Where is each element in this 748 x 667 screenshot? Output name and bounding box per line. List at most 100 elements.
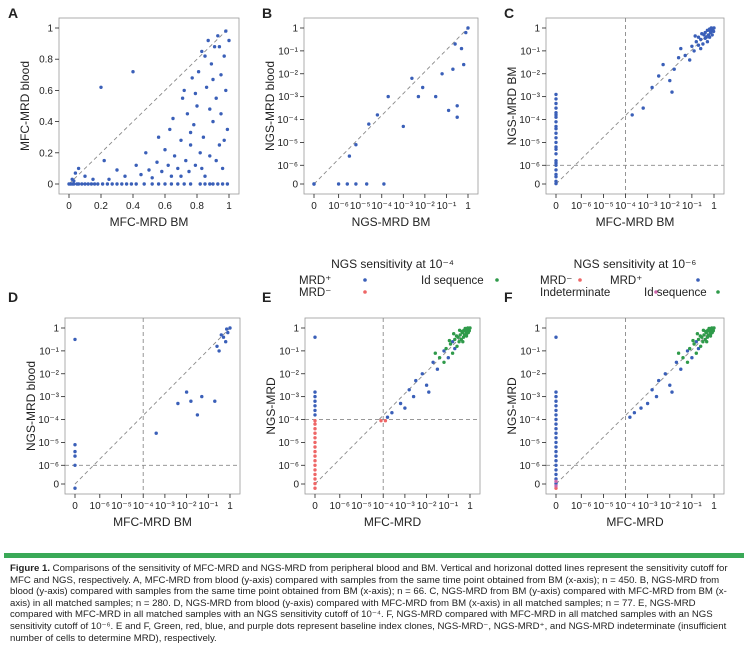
data-point	[336, 182, 341, 186]
x-tick-label: 10⁻⁶	[90, 501, 111, 512]
legend-dot	[716, 290, 720, 294]
y-tick-label: 10⁻³	[278, 92, 298, 103]
data-point	[313, 422, 317, 426]
data-point	[139, 172, 143, 177]
data-point	[701, 328, 706, 332]
y-tick-label: 1	[293, 324, 299, 335]
data-point	[214, 96, 218, 100]
data-point	[206, 38, 210, 43]
x-tick-label: 0.4	[126, 201, 140, 212]
data-point	[416, 94, 421, 99]
x-tick-label: 1	[227, 501, 233, 512]
data-point	[657, 378, 661, 383]
y-tick-label: 10⁻⁴	[38, 415, 59, 426]
data-point	[198, 182, 202, 186]
data-point	[156, 135, 161, 139]
y-tick-label: 10⁻⁶	[277, 161, 298, 172]
y-tick-label: 10⁻¹	[520, 346, 540, 357]
data-point	[420, 372, 424, 376]
data-point	[632, 411, 637, 415]
data-point	[663, 372, 667, 376]
panel-frame	[64, 317, 241, 495]
y-tick-label: 10⁻²	[520, 369, 540, 380]
data-point	[464, 334, 469, 338]
data-point	[676, 351, 681, 355]
data-point	[458, 333, 462, 337]
data-point	[696, 346, 701, 351]
x-tick-label: 10⁻¹	[437, 201, 457, 212]
data-point	[650, 85, 654, 90]
data-point	[385, 415, 390, 419]
data-point	[73, 443, 77, 447]
caption-label: Figure 1.	[10, 563, 50, 574]
data-point	[166, 163, 170, 167]
y-tick-label: 1	[534, 324, 540, 335]
data-point	[679, 367, 683, 371]
data-point	[459, 46, 464, 51]
data-point	[86, 182, 90, 186]
data-point	[554, 454, 558, 458]
data-point	[554, 394, 558, 399]
data-point	[220, 166, 225, 171]
data-point	[211, 119, 215, 124]
data-point	[711, 329, 715, 333]
y-tick-label: 10⁻⁶	[38, 461, 59, 472]
y-tick-label: 10⁻¹	[279, 346, 299, 357]
data-point	[345, 182, 349, 186]
data-point	[193, 163, 198, 167]
data-point	[169, 182, 174, 186]
x-tick-label: 10⁻⁶	[328, 201, 349, 212]
caption-text: Comparisons of the sensitivity of MFC-MR…	[10, 563, 728, 644]
data-point	[217, 143, 222, 147]
data-point	[696, 35, 701, 39]
data-point	[313, 477, 317, 481]
data-point	[699, 37, 703, 42]
data-point	[679, 46, 683, 51]
data-point	[203, 182, 207, 186]
data-point	[203, 54, 207, 58]
data-point	[185, 112, 190, 116]
data-point	[452, 332, 456, 336]
data-point	[711, 29, 716, 34]
y-axis-label: NGS-MRD BM	[505, 67, 519, 146]
data-point	[134, 182, 138, 186]
data-point	[155, 160, 159, 164]
y-tick-label: 10⁻⁵	[519, 438, 540, 449]
x-tick-label: 0	[311, 201, 317, 212]
x-tick-label: 0.8	[190, 201, 204, 212]
legend-dot	[578, 278, 582, 282]
data-point	[434, 94, 438, 99]
y-axis-label: MFC-MRD blood	[18, 61, 32, 151]
data-point	[91, 177, 95, 181]
caption-rule	[4, 553, 744, 558]
identity-line	[555, 27, 715, 185]
data-point	[431, 360, 435, 364]
data-point	[313, 419, 317, 423]
data-point	[73, 463, 77, 467]
panel-frame	[545, 17, 725, 195]
panel-c	[542, 17, 725, 198]
data-point	[708, 334, 713, 338]
x-tick-label: 10⁻⁵	[350, 201, 371, 212]
data-point	[201, 135, 206, 139]
y-tick-label: 0.2	[39, 148, 53, 159]
data-point	[554, 431, 558, 435]
y-tick-label: 10⁻¹	[520, 46, 540, 57]
data-point	[437, 356, 442, 360]
data-point	[124, 182, 129, 186]
data-point	[200, 49, 204, 54]
data-point	[468, 326, 472, 330]
data-point	[554, 131, 558, 135]
x-tick-label: 10⁻⁵	[351, 501, 372, 512]
data-point	[188, 143, 193, 147]
data-point	[131, 70, 135, 74]
data-point	[382, 182, 386, 186]
data-point	[696, 337, 701, 342]
data-point	[213, 399, 217, 403]
data-point	[184, 390, 189, 394]
data-point	[554, 472, 558, 477]
data-point	[554, 484, 558, 488]
y-tick-label: 1	[534, 24, 540, 35]
data-point	[447, 338, 452, 343]
y-tick-label: 10⁻⁴	[519, 115, 540, 126]
